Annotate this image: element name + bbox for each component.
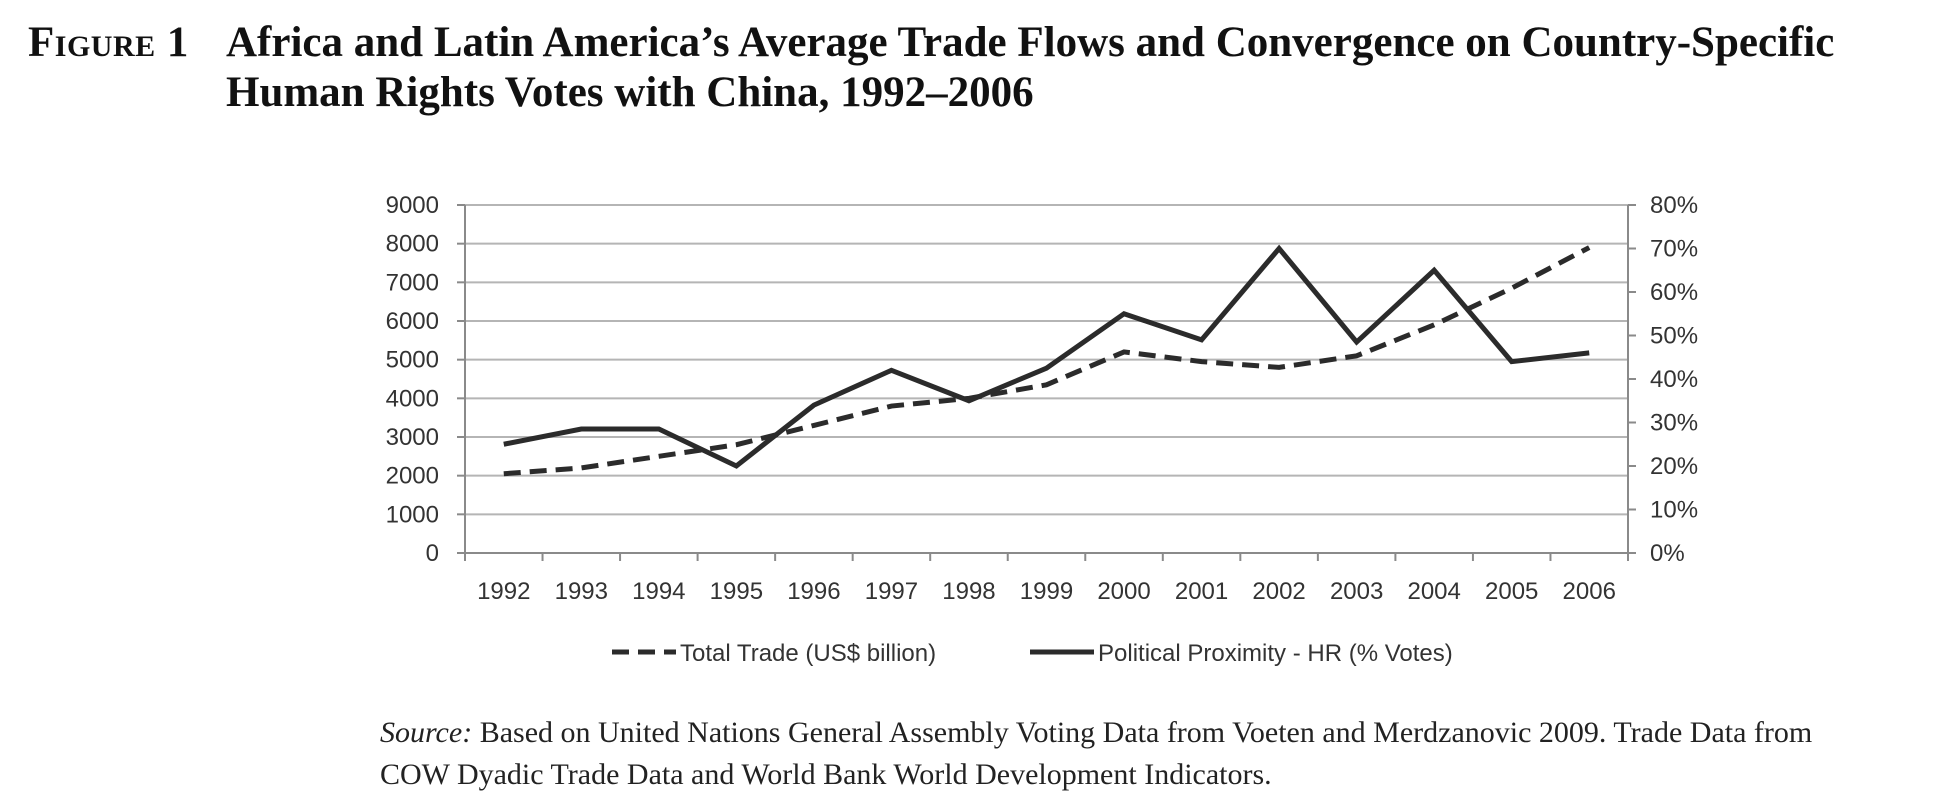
y-right-tick-label: 80% [1650,192,1698,219]
y-left-tick-label: 6000 [386,308,439,335]
y-left-tick-label: 1000 [386,501,439,528]
y-left-tick-label: 4000 [386,385,439,412]
y-right-tick-label: 40% [1650,366,1698,393]
y-right-tick-label: 60% [1650,279,1698,306]
x-tick-label: 2001 [1175,578,1228,605]
y-right-tick-label: 0% [1650,540,1685,567]
x-tick-label: 2002 [1252,578,1305,605]
x-tick-label: 1997 [865,578,918,605]
x-tick-label: 1998 [942,578,995,605]
figure-label: Figure 1 [28,19,189,66]
x-tick-label: 1993 [555,578,608,605]
x-tick-label: 2000 [1097,578,1150,605]
y-right-tick-label: 10% [1650,497,1698,524]
x-tick-label: 2006 [1563,578,1616,605]
y-left-tick-label: 2000 [386,463,439,490]
x-tick-label: 1992 [477,578,530,605]
y-right-tick-label: 20% [1650,453,1698,480]
x-tick-label: 2004 [1407,578,1460,605]
x-tick-label: 1999 [1020,578,1073,605]
y-left-tick-label: 5000 [386,347,439,374]
y-right-tick-label: 50% [1650,323,1698,350]
source-note: Source: Based on United Nations General … [380,712,1880,796]
legend-label-1: Total Trade (US$ billion) [680,640,936,667]
y-right-tick-label: 30% [1650,410,1698,437]
y-left-tick-label: 8000 [386,231,439,258]
y-right-tick-label: 70% [1650,236,1698,263]
source-text: Based on United Nations General Assembly… [380,716,1813,791]
figure-title: Africa and Latin America’s Average Trade… [226,19,1835,116]
series-line-2 [503,244,1590,469]
y-left-tick-label: 7000 [386,269,439,296]
x-tick-label: 2005 [1485,578,1538,605]
source-lead: Source: [380,716,473,749]
y-left-tick-label: 9000 [386,192,439,219]
y-left-tick-label: 3000 [386,424,439,451]
x-tick-label: 1995 [710,578,763,605]
x-tick-label: 1996 [787,578,840,605]
legend-label-2: Political Proximity - HR (% Votes) [1098,640,1453,667]
y-left-tick-label: 0 [426,540,439,567]
x-tick-label: 1994 [632,578,685,605]
x-tick-label: 2003 [1330,578,1383,605]
